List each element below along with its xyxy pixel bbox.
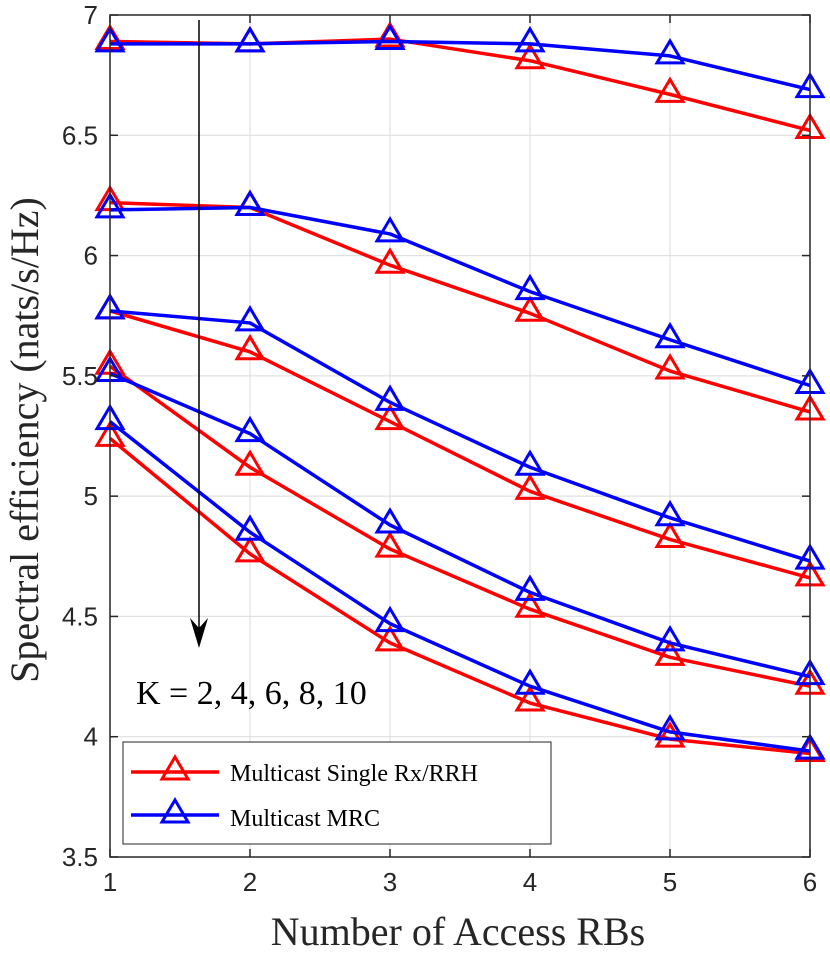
x-tick-label: 4: [523, 867, 537, 897]
series-5: [94, 23, 826, 99]
data-point-triangle-marker: [234, 415, 266, 443]
axis-ticks: 1 2 3 4 5 6 3.5 4 4.5 5 5.5 6 6.5 7: [62, 0, 817, 897]
series-9: [94, 403, 826, 760]
x-tick-label: 1: [103, 867, 117, 897]
data-point-triangle-marker: [374, 215, 406, 243]
legend-marker-blue-triangle-icon: [159, 797, 191, 824]
series-line: [110, 39, 811, 92]
series-6: [94, 189, 826, 394]
data-point-triangle-marker: [234, 189, 266, 216]
data-point-triangle-marker: [514, 668, 546, 695]
legend-box: [122, 741, 552, 845]
data-point-triangle-marker: [374, 507, 406, 534]
data-point-triangle-marker: [374, 23, 406, 50]
legend-label-single-rx: Multicast Single Rx/RRH: [230, 761, 478, 787]
x-axis-label: Number of Access RBs: [271, 909, 645, 954]
data-point-triangle-marker: [374, 403, 406, 431]
y-tick-label: 5.5: [62, 361, 98, 391]
annotation-text: K = 2, 4, 6, 8, 10: [136, 675, 367, 712]
plot-series: [94, 21, 826, 763]
data-point-triangle-marker: [234, 25, 266, 53]
series-8: [94, 355, 826, 686]
series-line: [109, 371, 811, 679]
series-2: [94, 292, 826, 587]
data-point-triangle-marker: [514, 295, 546, 322]
x-tick-label: 3: [383, 867, 397, 897]
data-point-triangle-marker: [374, 605, 406, 633]
data-point-triangle-marker: [514, 574, 546, 601]
y-tick-label: 4.5: [62, 601, 98, 631]
data-point-triangle-marker: [654, 624, 686, 652]
series-1: [94, 184, 826, 421]
x-tick-label: 6: [803, 867, 817, 897]
data-point-triangle-marker: [374, 247, 406, 274]
data-point-triangle-marker: [654, 321, 686, 349]
series-line: [109, 309, 811, 580]
data-point-triangle-marker: [234, 304, 266, 332]
legend-entry-single-rx: Multicast Single Rx/RRH: [131, 754, 478, 787]
data-point-triangle-marker: [654, 499, 686, 527]
legend-entry-mrc: Multicast MRC: [131, 797, 380, 832]
data-point-triangle-marker: [654, 521, 686, 548]
y-tick-label: 3.5: [62, 842, 98, 872]
data-point-triangle-marker: [514, 273, 546, 301]
series-line: [109, 309, 811, 563]
y-tick-label: 7: [84, 0, 98, 30]
series-7: [94, 292, 826, 570]
data-point-triangle-marker: [514, 449, 546, 476]
y-tick-label: 6: [84, 241, 98, 271]
legend-marker-red-triangle-icon: [159, 754, 191, 781]
y-axis-label: Spectral efficiency (nats/s/Hz): [2, 197, 47, 683]
series-line: [109, 205, 811, 388]
legend: Multicast Single Rx/RRH Multicast MRC: [122, 741, 552, 845]
y-tick-label: 4: [84, 722, 98, 752]
series-3: [94, 348, 826, 695]
data-point-triangle-marker: [374, 624, 406, 652]
y-tick-label: 6.5: [62, 120, 98, 150]
data-point-triangle-marker: [514, 473, 546, 500]
data-point-triangle-marker: [514, 591, 546, 618]
y-tick-label: 5: [84, 481, 98, 511]
data-point-triangle-marker: [514, 25, 546, 53]
x-tick-label: 5: [663, 867, 677, 897]
axes-box: [109, 14, 811, 858]
annotation-arrow-head: [190, 618, 208, 648]
series-line: [108, 437, 811, 756]
x-tick-label: 2: [243, 867, 257, 897]
data-point-triangle-marker: [654, 639, 686, 666]
series-line: [109, 37, 811, 133]
k-annotation: K = 2, 4, 6, 8, 10: [136, 20, 367, 712]
data-point-triangle-marker: [654, 353, 686, 380]
data-point-triangle-marker: [654, 76, 686, 103]
data-point-triangle-marker: [654, 713, 686, 741]
data-point-triangle-marker: [234, 449, 266, 476]
data-point-triangle-marker: [234, 333, 266, 361]
data-point-triangle-marker: [514, 685, 546, 712]
series-line: [108, 420, 811, 753]
series-line: [108, 364, 811, 688]
data-point-triangle-marker: [374, 531, 406, 558]
data-point-triangle-marker: [654, 37, 686, 65]
data-point-triangle-marker: [514, 42, 546, 70]
data-point-triangle-marker: [374, 384, 406, 411]
data-point-triangle-marker: [654, 721, 686, 748]
series-line: [109, 200, 811, 414]
data-point-triangle-marker: [234, 535, 266, 563]
legend-label-mrc: Multicast MRC: [230, 806, 380, 832]
data-point-triangle-marker: [234, 514, 266, 541]
